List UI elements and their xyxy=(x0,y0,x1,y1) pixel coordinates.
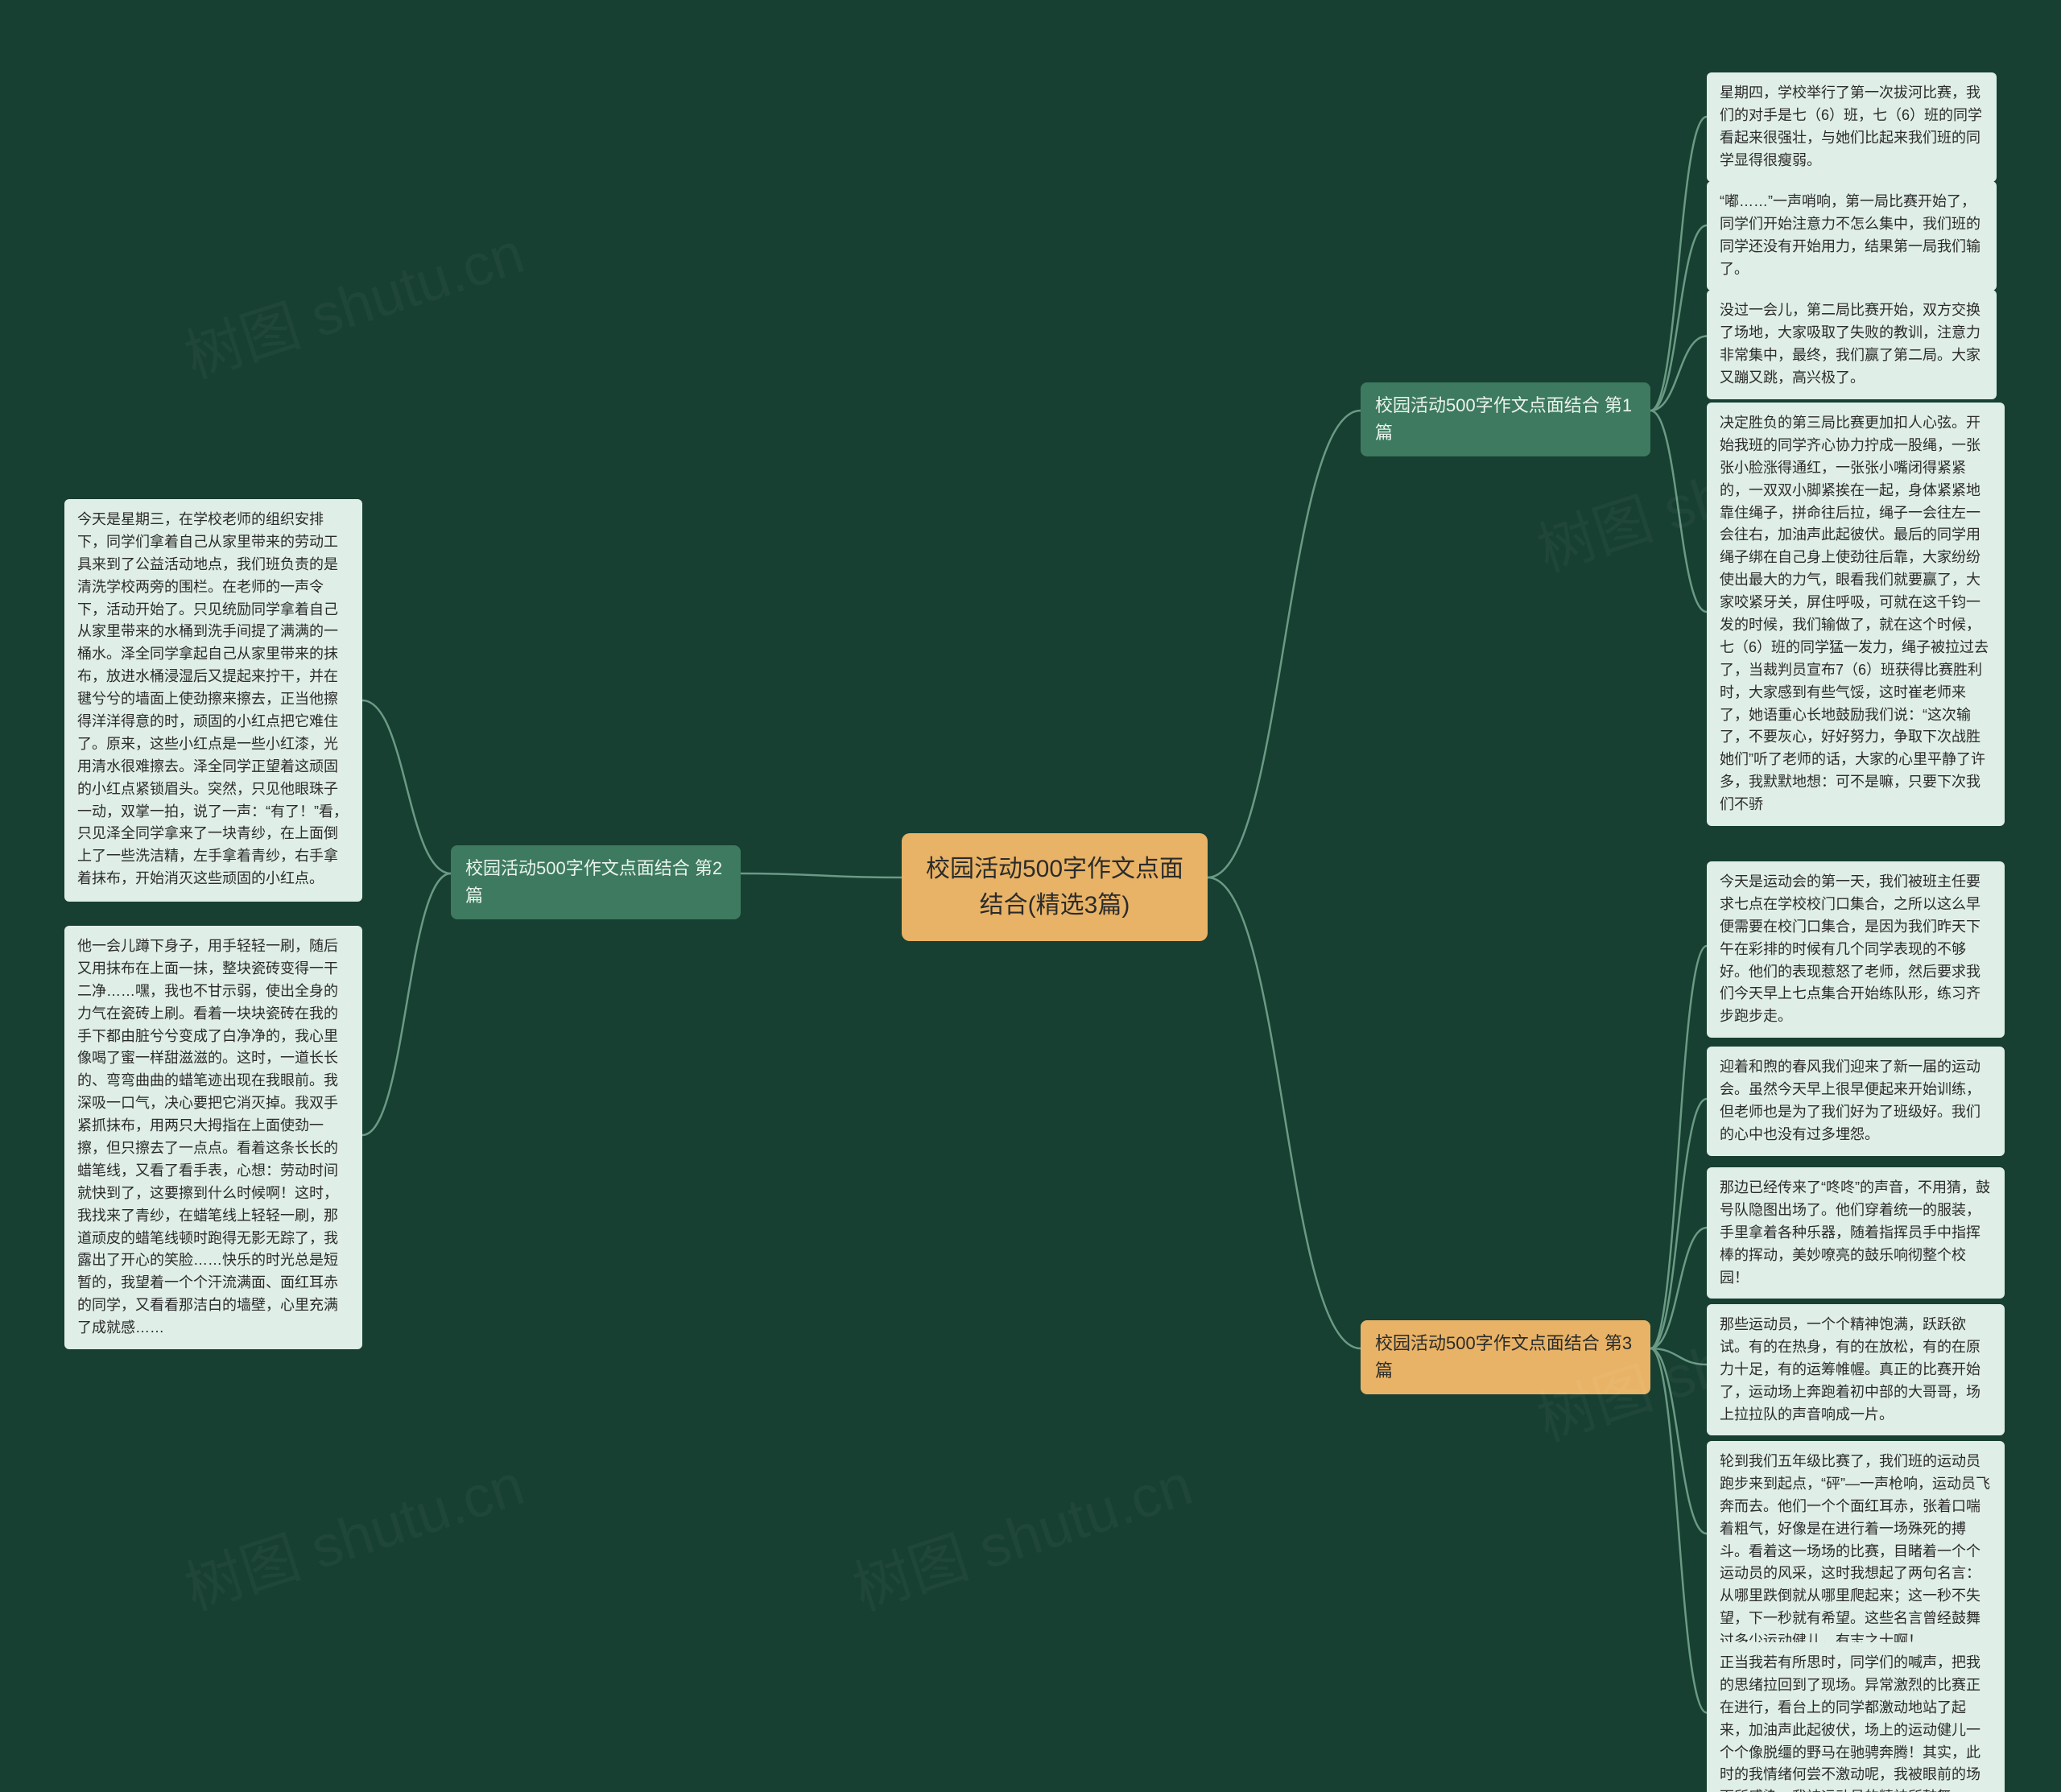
leaf-node-1-2: “嘟……”一声哨响，第一局比赛开始了，同学们开始注意力不怎么集中，我们班的同学还… xyxy=(1707,181,1997,291)
leaf-node-3-6: 正当我若有所思时，同学们的喊声，把我的思绪拉回到了现场。异常激烈的比赛正在进行，… xyxy=(1707,1642,2005,1792)
leaf-node-1-3: 没过一会儿，第二局比赛开始，双方交换了场地，大家吸取了失败的教训，注意力非常集中… xyxy=(1707,290,1997,399)
leaf-node-3-1: 今天是运动会的第一天，我们被班主任要求七点在学校校门口集合，之所以这么早便需要在… xyxy=(1707,861,2005,1038)
leaf-node-1-1: 星期四，学校举行了第一次拔河比赛，我们的对手是七（6）班，七（6）班的同学看起来… xyxy=(1707,72,1997,182)
leaf-node-3-3: 那边已经传来了“咚咚”的声音，不用猜，鼓号队隐图出场了。他们穿着统一的服装，手里… xyxy=(1707,1167,2005,1299)
branch-node-2: 校园活动500字作文点面结合 第2 篇 xyxy=(451,845,741,919)
leaf-node-2-2: 他一会儿蹲下身子，用手轻轻一刷，随后又用抹布在上面一抹，整块瓷砖变得一干二净……… xyxy=(64,926,362,1349)
leaf-node-3-2: 迎着和煦的春风我们迎来了新一届的运动会。虽然今天早上很早便起来开始训练，但老师也… xyxy=(1707,1047,2005,1156)
leaf-node-1-4: 决定胜负的第三局比赛更加扣人心弦。开始我班的同学齐心协力拧成一股绳，一张张小脸涨… xyxy=(1707,403,2005,826)
leaf-node-3-5: 轮到我们五年级比赛了，我们班的运动员跑步来到起点，“砰”—一声枪响，运动员飞奔而… xyxy=(1707,1441,2005,1662)
leaf-node-2-1: 今天是星期三，在学校老师的组织安排下，同学们拿着自己从家里带来的劳动工具来到了公… xyxy=(64,499,362,902)
center-node: 校园活动500字作文点面 结合(精选3篇) xyxy=(902,833,1208,941)
branch-node-3: 校园活动500字作文点面结合 第3 篇 xyxy=(1361,1320,1650,1394)
leaf-node-3-4: 那些运动员，一个个精神饱满，跃跃欲试。有的在热身，有的在放松，有的在原力十足，有… xyxy=(1707,1304,2005,1435)
branch-node-1: 校园活动500字作文点面结合 第1 篇 xyxy=(1361,382,1650,456)
